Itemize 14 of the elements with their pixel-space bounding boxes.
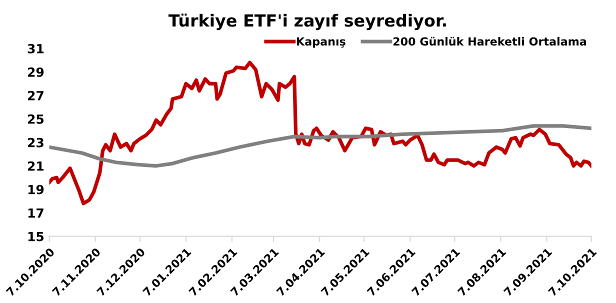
chart-title: Türkiye ETF'i zayıf seyrediyor. bbox=[168, 14, 446, 30]
legend-label: 200 Günlük Hareketli Ortalama bbox=[393, 36, 586, 46]
y-tick-label: 31 bbox=[28, 44, 44, 54]
y-tick-label: 19 bbox=[28, 184, 44, 194]
legend-label: Kapanış bbox=[297, 37, 346, 48]
y-tick-label: 25 bbox=[28, 114, 44, 124]
line-series bbox=[49, 60, 592, 206]
y-tick-label: 27 bbox=[28, 90, 44, 100]
y-tick-label: 23 bbox=[28, 138, 44, 148]
line-series bbox=[49, 124, 592, 168]
y-tick-label: 15 bbox=[28, 232, 44, 242]
y-tick-label: 17 bbox=[28, 208, 44, 218]
y-tick-label: 21 bbox=[28, 161, 44, 171]
y-tick-label: 29 bbox=[28, 67, 44, 77]
